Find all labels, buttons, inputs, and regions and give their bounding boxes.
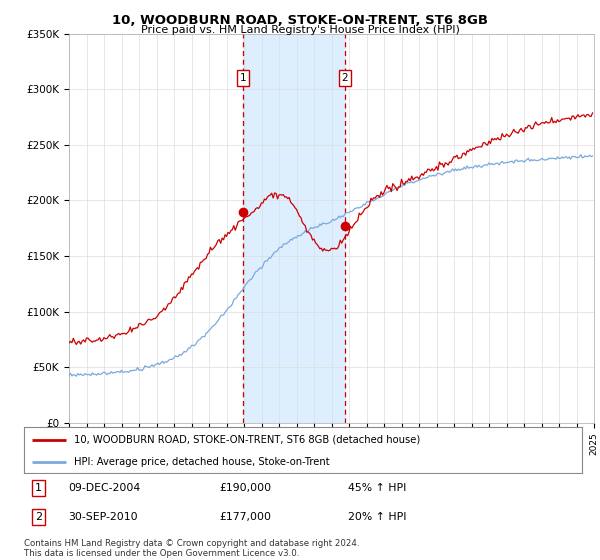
Text: £190,000: £190,000 bbox=[220, 483, 271, 493]
Text: 1: 1 bbox=[35, 483, 42, 493]
Text: 30-SEP-2010: 30-SEP-2010 bbox=[68, 512, 138, 522]
Text: HPI: Average price, detached house, Stoke-on-Trent: HPI: Average price, detached house, Stok… bbox=[74, 457, 330, 466]
Text: 2: 2 bbox=[341, 73, 348, 83]
Text: £177,000: £177,000 bbox=[220, 512, 271, 522]
Text: 2: 2 bbox=[35, 512, 42, 522]
Text: 10, WOODBURN ROAD, STOKE-ON-TRENT, ST6 8GB: 10, WOODBURN ROAD, STOKE-ON-TRENT, ST6 8… bbox=[112, 14, 488, 27]
Text: 45% ↑ HPI: 45% ↑ HPI bbox=[347, 483, 406, 493]
Text: 1: 1 bbox=[239, 73, 246, 83]
Text: 09-DEC-2004: 09-DEC-2004 bbox=[68, 483, 141, 493]
Text: Contains HM Land Registry data © Crown copyright and database right 2024.
This d: Contains HM Land Registry data © Crown c… bbox=[24, 539, 359, 558]
Text: Price paid vs. HM Land Registry's House Price Index (HPI): Price paid vs. HM Land Registry's House … bbox=[140, 25, 460, 35]
Bar bbox=[243, 34, 344, 423]
Text: 20% ↑ HPI: 20% ↑ HPI bbox=[347, 512, 406, 522]
Text: 10, WOODBURN ROAD, STOKE-ON-TRENT, ST6 8GB (detached house): 10, WOODBURN ROAD, STOKE-ON-TRENT, ST6 8… bbox=[74, 435, 421, 445]
